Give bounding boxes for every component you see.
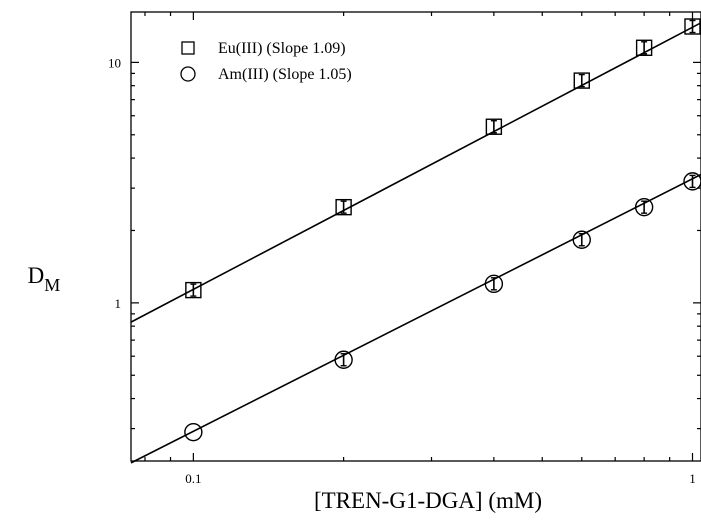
am-point — [334, 350, 353, 369]
y-tick-label: 1 — [115, 296, 122, 311]
eu-point — [684, 18, 701, 35]
fit-lines — [130, 22, 701, 464]
legend-square-marker — [181, 41, 195, 55]
axes-layer: 0.1 1 1 10 — [108, 12, 701, 486]
am-point — [484, 274, 504, 294]
y-axis-title-subscript: M — [44, 275, 60, 295]
legend-label: Eu(III) (Slope 1.09) — [218, 40, 346, 57]
eu-point — [485, 118, 503, 135]
legend-circle-marker — [180, 66, 196, 82]
fit-line-am — [130, 173, 701, 464]
eu-point — [573, 72, 590, 89]
eu-point — [635, 39, 653, 56]
plot-frame — [130, 11, 701, 462]
fit-line-eu — [130, 22, 701, 323]
am-point — [634, 197, 654, 217]
x-tick-label: 0.1 — [185, 471, 201, 486]
y-tick-label: 10 — [108, 55, 121, 70]
am-point — [572, 230, 591, 249]
eu-point — [335, 198, 352, 216]
x-tick-label: 1 — [689, 471, 696, 486]
am-point — [184, 422, 203, 442]
legend: Eu(III) (Slope 1.09) Am(III) (Slope 1.05) — [180, 40, 352, 83]
y-axis-title-main: D — [28, 263, 45, 288]
legend-label: Am(III) (Slope 1.05) — [218, 66, 352, 83]
x-axis-title: [TREN-G1-DGA] (mM) — [314, 488, 542, 513]
y-axis-title: DM — [28, 263, 61, 295]
eu-point — [185, 281, 202, 299]
